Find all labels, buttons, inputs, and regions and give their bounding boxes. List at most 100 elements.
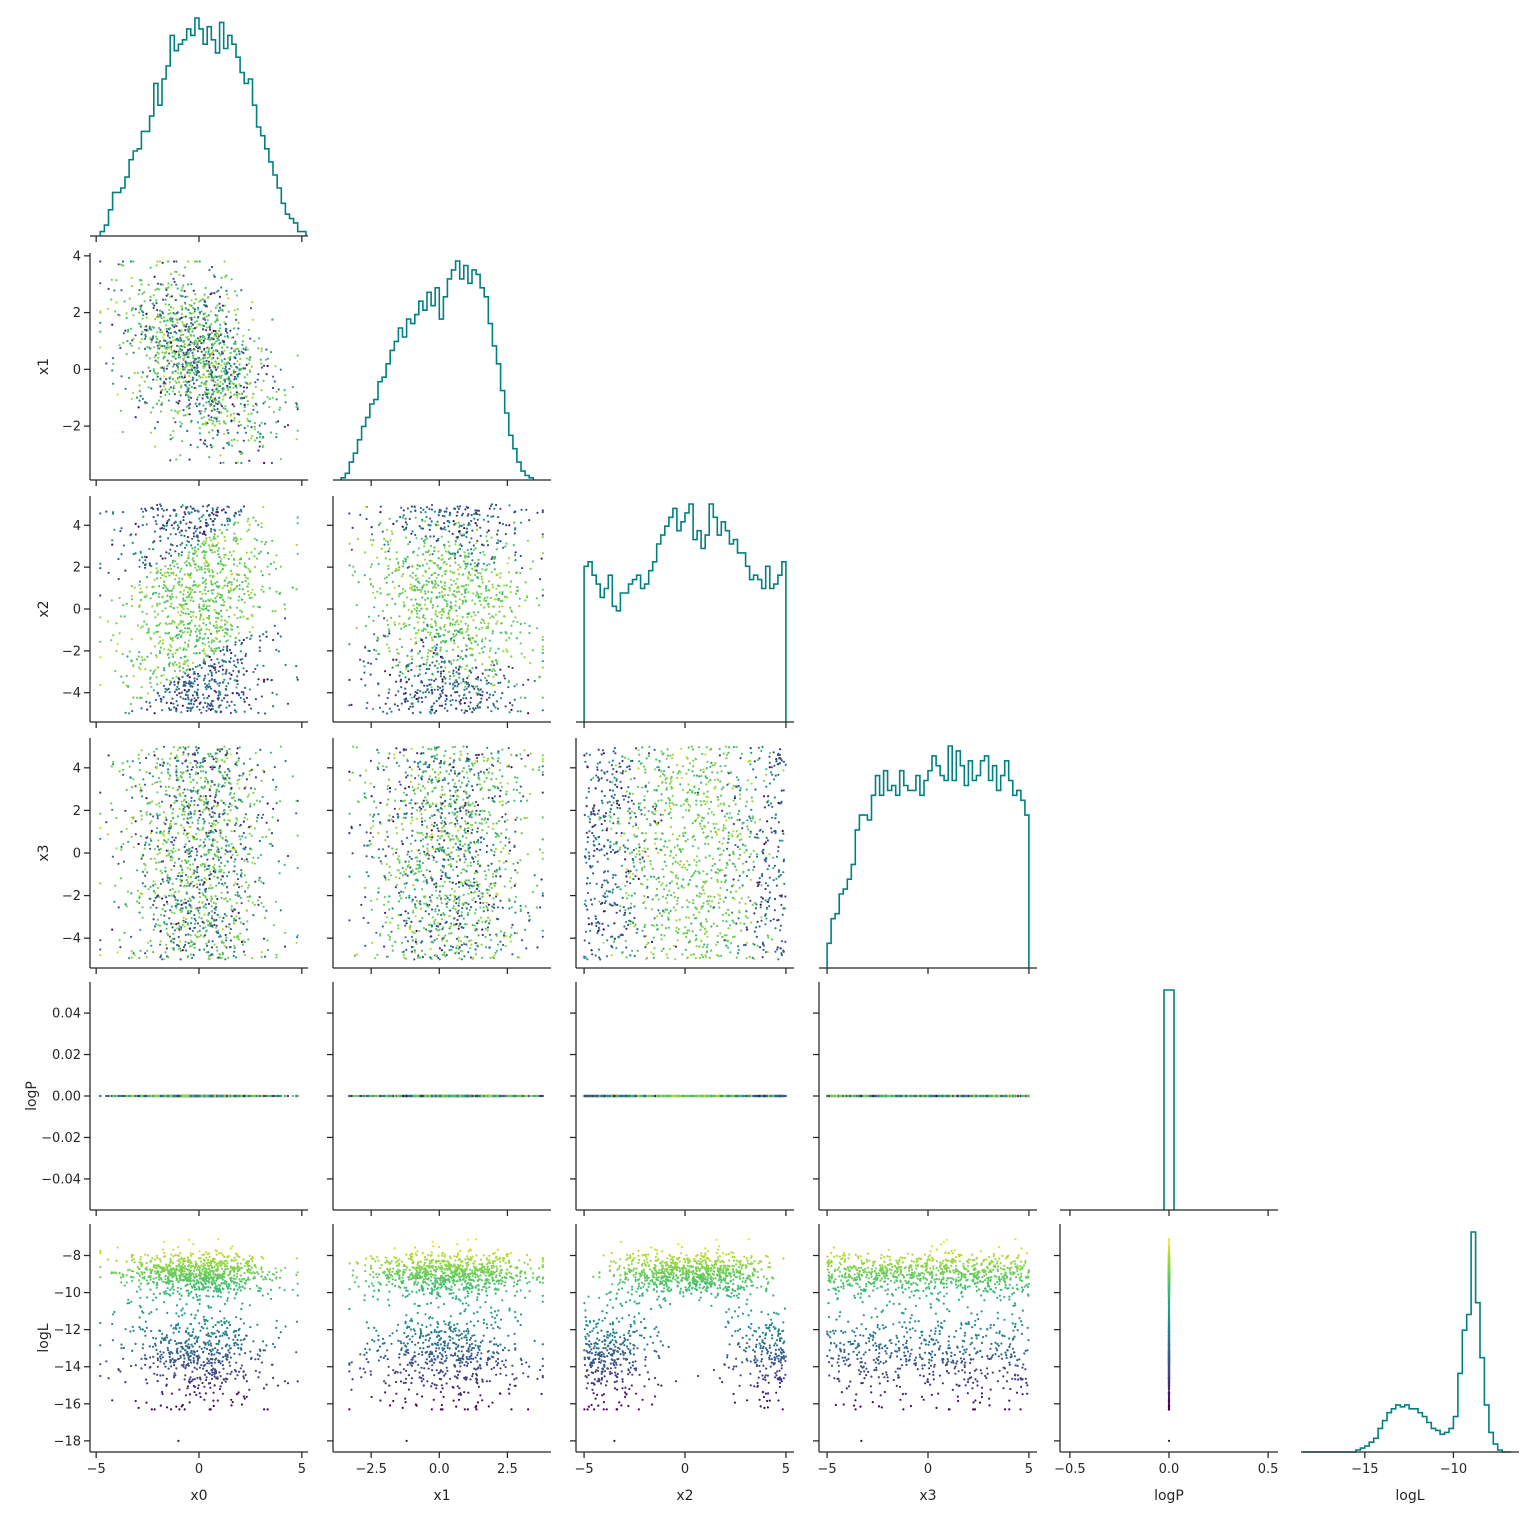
scatter-point — [466, 575, 469, 578]
scatter-point — [241, 343, 244, 346]
scatter-point — [192, 611, 195, 614]
scatter-point — [240, 367, 243, 370]
scatter-point — [218, 629, 221, 632]
scatter-point — [152, 369, 155, 372]
scatter-point — [265, 373, 268, 376]
scatter-point — [391, 571, 394, 575]
scatter-point — [216, 682, 219, 685]
scatter-point — [156, 420, 159, 424]
scatter-point — [262, 905, 265, 908]
scatter-point — [467, 555, 470, 558]
scatter-point — [238, 886, 241, 889]
scatter-point — [437, 662, 441, 666]
scatter-point — [430, 649, 433, 653]
scatter-point — [232, 538, 235, 541]
scatter-point — [433, 510, 436, 513]
scatter-point — [251, 396, 254, 399]
scatter-point — [265, 630, 268, 634]
scatter-point — [227, 441, 231, 444]
scatter-point — [207, 544, 210, 547]
scatter-point — [196, 930, 199, 934]
scatter-point — [186, 557, 189, 560]
scatter-point — [424, 570, 428, 574]
scatter-point — [211, 571, 214, 574]
scatter-point — [135, 396, 139, 399]
scatter-point — [476, 563, 479, 567]
scatter-point — [404, 687, 407, 690]
scatter-point — [225, 706, 228, 709]
scatter-point — [257, 347, 260, 350]
scatter-point — [217, 562, 220, 565]
scatter-point — [222, 645, 225, 649]
scatter-point — [375, 658, 378, 661]
scatter-point — [159, 539, 162, 543]
scatter-point — [492, 704, 495, 707]
scatter-point — [184, 602, 187, 606]
scatter-point — [196, 421, 200, 424]
scatter-point — [235, 686, 238, 689]
scatter-point — [171, 370, 174, 373]
scatter-point — [125, 684, 128, 687]
scatter-point — [425, 663, 428, 666]
scatter-point — [220, 374, 223, 377]
scatter-point — [170, 332, 173, 335]
scatter-point — [210, 678, 213, 682]
scatter-point — [199, 520, 202, 523]
scatter-point — [260, 540, 263, 544]
scatter-point — [105, 362, 108, 365]
scatter-point — [438, 595, 441, 598]
scatter-point — [216, 317, 219, 320]
scatter-point — [443, 634, 446, 637]
scatter-point — [173, 349, 176, 353]
scatter-point — [419, 711, 422, 714]
scatter-point — [210, 632, 213, 636]
scatter-point — [184, 414, 187, 417]
scatter-point — [233, 558, 236, 561]
scatter-point — [393, 621, 396, 624]
scatter-point — [204, 906, 208, 910]
scatter-point — [220, 364, 223, 367]
scatter-point — [234, 641, 237, 644]
scatter-point — [454, 543, 457, 546]
scatter-point — [188, 331, 191, 334]
scatter-point — [415, 586, 419, 589]
scatter-point — [212, 624, 215, 628]
scatter-point — [416, 567, 419, 571]
scatter-point — [198, 809, 201, 813]
scatter-point — [239, 609, 242, 612]
scatter-point — [456, 614, 459, 618]
scatter-point — [434, 523, 437, 526]
scatter-point — [405, 624, 408, 627]
scatter-point — [296, 354, 299, 357]
scatter-point — [445, 698, 448, 701]
scatter-point — [187, 554, 190, 557]
scatter-point — [213, 608, 216, 612]
scatter-point — [350, 703, 353, 707]
scatter-point — [141, 330, 144, 333]
scatter-point — [233, 563, 236, 566]
scatter-point — [189, 922, 193, 925]
scatter-point — [232, 954, 235, 958]
scatter-point — [243, 700, 246, 703]
scatter-point — [243, 562, 246, 565]
scatter-point — [454, 557, 457, 560]
scatter-point — [425, 607, 428, 610]
scatter-point — [220, 557, 223, 561]
scatter-point — [228, 367, 231, 370]
scatter-point — [228, 923, 231, 926]
scatter-point — [348, 564, 351, 567]
scatter-point — [186, 923, 189, 926]
scatter-point — [221, 699, 224, 702]
scatter-point — [441, 590, 444, 594]
scatter-point — [233, 830, 236, 833]
scatter-point — [369, 673, 372, 676]
scatter-point — [440, 554, 443, 557]
scatter-point — [228, 747, 231, 751]
scatter-point — [416, 554, 419, 557]
scatter-point — [194, 530, 197, 533]
scatter-point — [236, 347, 240, 350]
scatter-point — [149, 571, 152, 574]
scatter-point — [212, 544, 215, 548]
scatter-point — [258, 436, 261, 439]
scatter-point — [427, 651, 430, 655]
